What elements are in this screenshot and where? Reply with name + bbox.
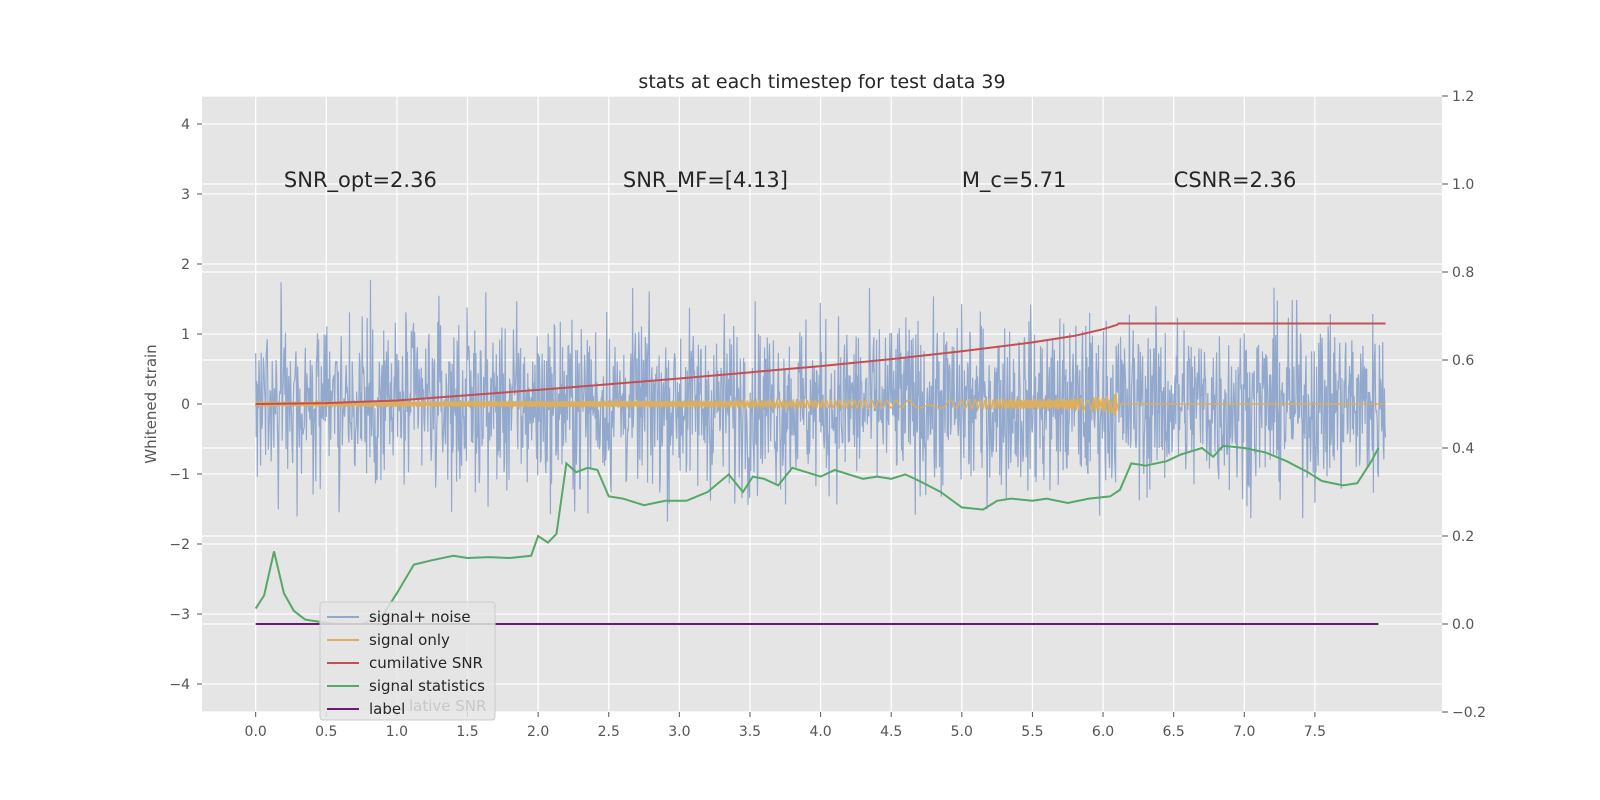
y2-tick-label: 0.8: [1452, 265, 1474, 281]
legend-extra-text: lative SNR: [409, 697, 486, 715]
annotation-csnr: CSNR=2.36: [1174, 168, 1297, 192]
annotation-snr-opt: SNR_opt=2.36: [284, 168, 437, 193]
x-tick-label: 5.0: [951, 724, 973, 740]
y2-tick-label: 0.6: [1452, 353, 1474, 369]
x-tick-label: 1.0: [386, 724, 408, 740]
y2-tick-label: 0.0: [1452, 617, 1474, 633]
y2-tick-label: 0.2: [1452, 529, 1474, 545]
x-tick-label: 7.5: [1304, 724, 1326, 740]
y-tick-label: 2: [181, 257, 190, 273]
y2-tick-label: 1.2: [1452, 89, 1474, 105]
x-tick-label: 3.5: [739, 724, 761, 740]
x-tick-label: 0.5: [315, 724, 337, 740]
x-tick-label: 7.0: [1233, 724, 1255, 740]
annotation-snr-mf: SNR_MF=[4.13]: [623, 168, 788, 193]
x-tick-label: 2.0: [527, 724, 549, 740]
legend-label: cumilative SNR: [369, 654, 483, 672]
grid: [202, 95, 1442, 713]
x-tick-label: 3.0: [668, 724, 690, 740]
signal-noise-series: [255, 279, 1387, 522]
legend-label: signal only: [369, 631, 450, 649]
y-axis-label: Whitened strain: [142, 344, 160, 463]
y2-tick-label: 0.4: [1452, 441, 1474, 457]
ticks: 0.0 0.5 1.0 1.5 2.0 2.5 3.0 3.5 4.0 4.5 5.0 5.5 6.0 6…: [169, 89, 1486, 740]
series-signal-noise: [255, 279, 1387, 522]
y-tick-label: −3: [169, 607, 190, 623]
x-tick-label: 6.5: [1163, 724, 1185, 740]
legend-box: [319, 601, 496, 721]
x-tick-label: 4.0: [809, 724, 831, 740]
y-tick-label: −4: [169, 677, 190, 693]
y2-tick-label: −0.2: [1452, 705, 1486, 721]
y-tick-label: −1: [169, 467, 190, 483]
series-signal-statistics: [254, 444, 1380, 625]
y-tick-label: −2: [169, 537, 190, 553]
annotation-mc: M_c=5.71: [962, 168, 1067, 193]
annotations: SNR_opt=2.36 SNR_MF=[4.13] M_c=5.71 CSNR…: [284, 168, 1296, 193]
x-tick-label: 1.5: [456, 724, 478, 740]
x-tick-label: 6.0: [1092, 724, 1114, 740]
x-tick-label: 4.5: [880, 724, 902, 740]
y-tick-label: 0: [181, 397, 190, 413]
legend: lative SNR signal+ noise signal only cumil…: [319, 601, 496, 721]
x-tick-label: 2.5: [598, 724, 620, 740]
legend-label: signal statistics: [369, 677, 485, 695]
series-cumulative-snr: [255, 322, 1386, 405]
legend-label: signal+ noise: [369, 608, 471, 626]
x-tick-label: 0.0: [245, 724, 267, 740]
x-tick-label: 5.5: [1021, 724, 1043, 740]
chart-title: stats at each timestep for test data 39: [638, 71, 1005, 93]
signal-only-series: [254, 393, 1386, 417]
legend-label: label: [369, 700, 405, 718]
series-signal-only: [254, 393, 1386, 417]
y-tick-label: 1: [181, 327, 190, 343]
y-tick-label: 4: [181, 117, 190, 133]
y-tick-label: 3: [181, 187, 190, 203]
y2-tick-label: 1.0: [1452, 177, 1474, 193]
